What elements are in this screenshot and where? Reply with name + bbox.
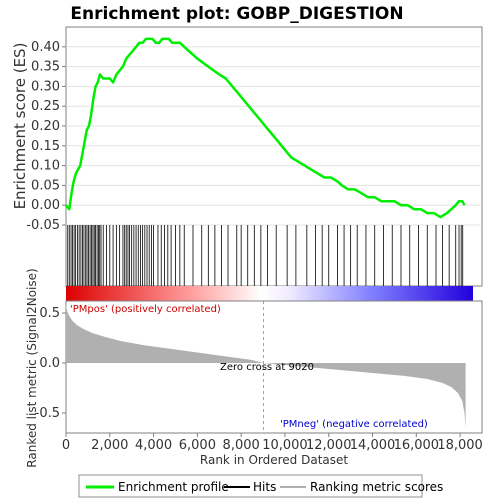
es-y-tick-label: 0.40	[31, 40, 60, 55]
metric-y-ticks: 0.50.0-0.5	[35, 306, 66, 421]
metric-y-tick-label: 0.5	[39, 306, 60, 321]
x-ticks: 0 2,000 4,000 6,000 8,000 10,00012,00014,0001…	[62, 433, 483, 453]
x-tick-label: 4,000	[135, 438, 172, 453]
rank-gradient-bar	[66, 286, 473, 301]
x-tick-label: 12,000	[306, 438, 352, 453]
x-tick-label: 0	[62, 438, 70, 453]
x-tick-label: 8,000	[223, 438, 260, 453]
es-y-tick-label: 0.25	[31, 99, 60, 114]
x-tick-label: 2,000	[91, 438, 128, 453]
x-tick-label: 18,000	[437, 438, 483, 453]
es-y-tick-label: 0.20	[31, 119, 60, 134]
legend-hits-label: Hits	[253, 480, 276, 494]
es-y-tick-label: 0.10	[31, 159, 60, 174]
x-tick-label: 6,000	[179, 438, 216, 453]
es-y-tick-label: 0.35	[31, 60, 60, 75]
metric-y-tick-label: 0.0	[39, 356, 60, 371]
legend-enrichment-label: Enrichment profile	[118, 480, 229, 494]
es-y-axis-title: Enrichment score (ES)	[11, 43, 29, 210]
x-tick-label: 14,000	[350, 438, 396, 453]
metric-y-axis-title: Ranked list metric (Signal2Noise)	[25, 268, 39, 467]
es-y-tick-label: 0.00	[31, 198, 60, 213]
zero-cross-label: Zero cross at 9020	[220, 362, 314, 373]
es-y-tick-label: -0.05	[26, 218, 60, 233]
pos-corr-label: 'PMpos' (positively correlated)	[70, 304, 221, 315]
es-y-tick-label: 0.05	[31, 178, 60, 193]
x-tick-label: 16,000	[394, 438, 440, 453]
x-tick-label: 10,000	[262, 438, 308, 453]
hits-panel-frame	[66, 225, 482, 286]
chart-title: Enrichment plot: GOBP_DIGESTION	[70, 4, 403, 24]
es-y-tick-label: 0.15	[31, 139, 60, 154]
es-y-tick-label: 0.30	[31, 79, 60, 94]
x-axis-title: Rank in Ordered Dataset	[200, 453, 348, 467]
legend-metric-label: Ranking metric scores	[310, 480, 443, 494]
es-y-ticks: 0.40 0.35 0.30 0.25 0.20 0.15 0.10 0.05 0.00 -0.0…	[26, 40, 66, 233]
neg-corr-label: 'PMneg' (negative correlated)	[280, 419, 428, 430]
